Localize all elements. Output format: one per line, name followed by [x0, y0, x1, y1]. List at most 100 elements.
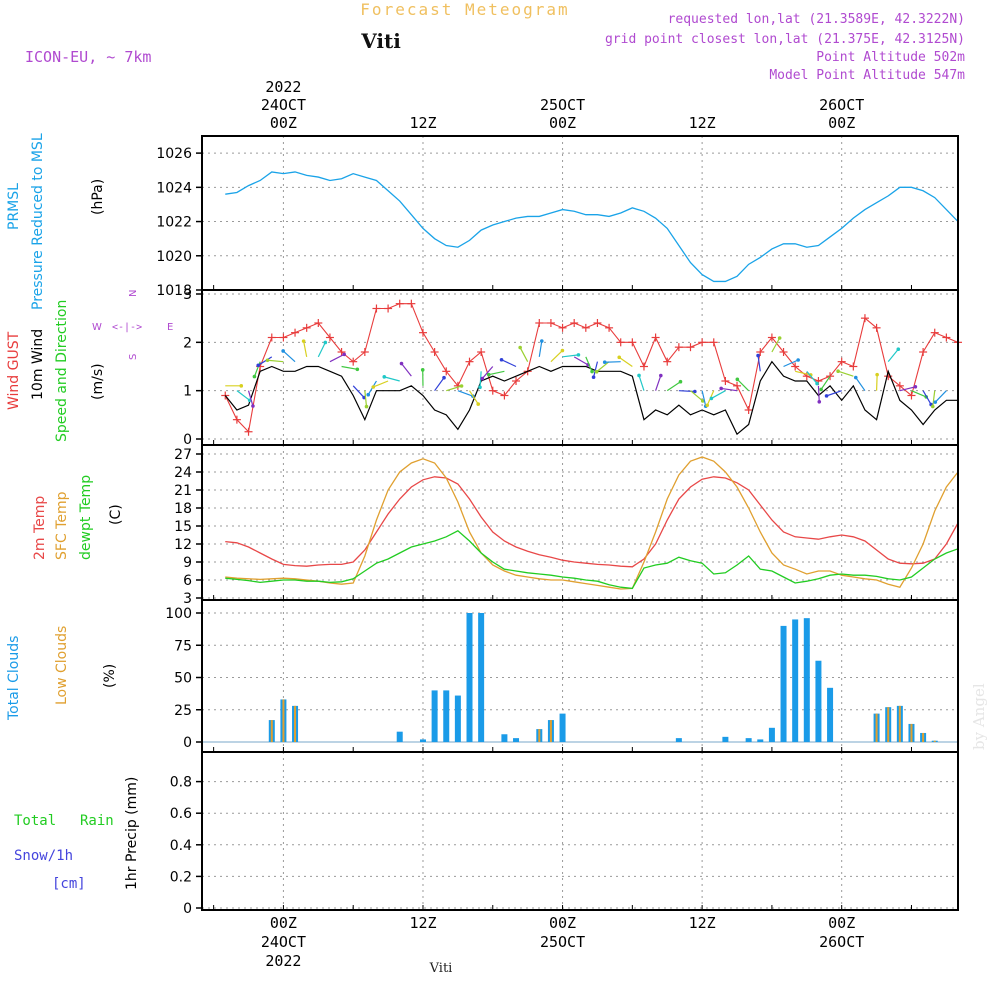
low-cloud-bar	[875, 713, 878, 742]
gust-point	[721, 377, 730, 385]
wind-direction-arrow	[265, 358, 284, 363]
panel-ylabel: Low Clouds	[54, 626, 70, 705]
arrow-head	[836, 369, 840, 374]
panel-ylabel: Speed and Direction	[54, 300, 70, 442]
arrow-head	[239, 384, 244, 388]
compass-s: S	[128, 354, 139, 360]
gust-point	[302, 323, 311, 332]
total-cloud-bar	[675, 738, 682, 742]
y-tick-label: 0	[183, 901, 192, 917]
total-cloud-bar	[827, 687, 834, 742]
total-cloud-bar	[501, 734, 508, 742]
arrow-shaft	[434, 377, 445, 392]
wind-direction-arrow	[806, 370, 819, 386]
wind-direction-arrow	[247, 390, 255, 408]
panel-ylabel: Wind GUST	[6, 331, 22, 410]
arrow-shaft	[457, 390, 474, 397]
total-cloud-bar	[454, 695, 461, 742]
gust-point	[442, 367, 451, 376]
gust-point	[628, 338, 637, 347]
total-cloud-bar	[803, 618, 810, 742]
arrow-head	[576, 353, 581, 357]
arrow-shaft	[501, 359, 517, 368]
arrow-shaft	[795, 370, 811, 376]
wind-direction-arrow	[434, 375, 446, 392]
gust-point	[605, 323, 614, 332]
year-label-bottom: 2022	[265, 952, 301, 970]
wind-direction-arrow	[281, 349, 296, 363]
arrow-head	[459, 384, 464, 388]
panel-precip: 0 0.2 0.4 0.6 0.8	[170, 752, 958, 917]
wind-direction-arrow	[887, 347, 901, 363]
arrow-head	[518, 345, 522, 350]
time-label-top: 12Z	[409, 114, 436, 132]
panel-ylabel: Pressure Reduced to MSL	[30, 133, 46, 310]
arrow-shaft	[481, 366, 494, 379]
arrow-shaft	[922, 390, 932, 405]
arrow-head	[594, 369, 599, 374]
y-tick-label: 21	[174, 483, 192, 499]
arrow-head	[678, 379, 683, 384]
arrow-shaft	[364, 390, 368, 407]
time-label-bottom: 00Z	[270, 914, 297, 932]
low-cloud-bar	[910, 723, 913, 742]
arrow-head	[560, 348, 565, 353]
arrow-shaft	[538, 340, 543, 357]
gust-series-line	[224, 303, 959, 433]
precip-label-cm: [cm]	[52, 876, 86, 892]
arrow-head	[499, 357, 504, 362]
wind-direction-arrow	[690, 390, 705, 403]
total-cloud-bar	[431, 690, 438, 742]
precip-label-snow: Snow/1h	[14, 848, 73, 864]
wind-direction-arrow	[301, 339, 308, 357]
total-cloud-bar	[792, 619, 799, 742]
arrow-head	[705, 403, 710, 408]
gust-point	[767, 333, 776, 342]
y-tick-label: 24	[174, 465, 192, 481]
arrow-shaft	[826, 390, 842, 397]
arrow-head	[364, 404, 369, 409]
low-cloud-bar	[538, 729, 541, 742]
time-label-bottom: 00Z	[549, 914, 576, 932]
arrow-shaft	[678, 390, 695, 393]
arrow-shaft	[736, 378, 750, 392]
wind-direction-arrow	[341, 365, 360, 372]
arrow-head	[486, 372, 491, 377]
arrow-shaft	[317, 342, 326, 358]
panel-unit: (C)	[108, 504, 124, 525]
arrow-shaft	[817, 385, 820, 402]
wind-direction-arrow	[317, 340, 328, 358]
wind-direction-arrow	[399, 361, 412, 377]
gust-point	[279, 333, 288, 342]
gust-point	[593, 319, 602, 327]
wind-direction-arrow	[933, 390, 947, 404]
arrow-shaft	[932, 390, 936, 407]
gust-point	[291, 328, 300, 337]
date-label-top: 25OCT	[540, 96, 585, 114]
wind-direction-arrow	[836, 369, 854, 377]
wind-direction-arrow	[899, 384, 918, 392]
gust-point	[860, 314, 869, 323]
sfc-temp-series-line	[225, 456, 959, 590]
gust-point	[407, 299, 416, 308]
panel-temperature: 3 6 9 12 15 18 21 24 27	[174, 445, 958, 607]
total-cloud-bar	[559, 713, 566, 742]
arrow-head	[709, 396, 714, 401]
arrow-shaft	[711, 390, 726, 399]
arrow-head	[693, 389, 697, 394]
total-cloud-bar	[768, 727, 775, 742]
gust-point	[360, 348, 369, 356]
panel-frame	[201, 289, 959, 446]
wind-direction-arrow	[617, 355, 633, 367]
arrow-shaft	[352, 385, 365, 398]
panel-ylabel: PRMSL	[6, 183, 22, 230]
arrow-shaft	[329, 353, 345, 363]
arrow-shaft	[618, 356, 633, 367]
y-tick-label: 100	[165, 606, 192, 622]
wind-direction-arrow	[420, 368, 425, 386]
gust-point	[244, 427, 253, 436]
date-label-top: 26OCT	[819, 96, 864, 114]
gust-point	[779, 348, 788, 356]
credit-watermark: by Angel	[970, 683, 988, 750]
total-cloud-bar	[780, 625, 787, 742]
